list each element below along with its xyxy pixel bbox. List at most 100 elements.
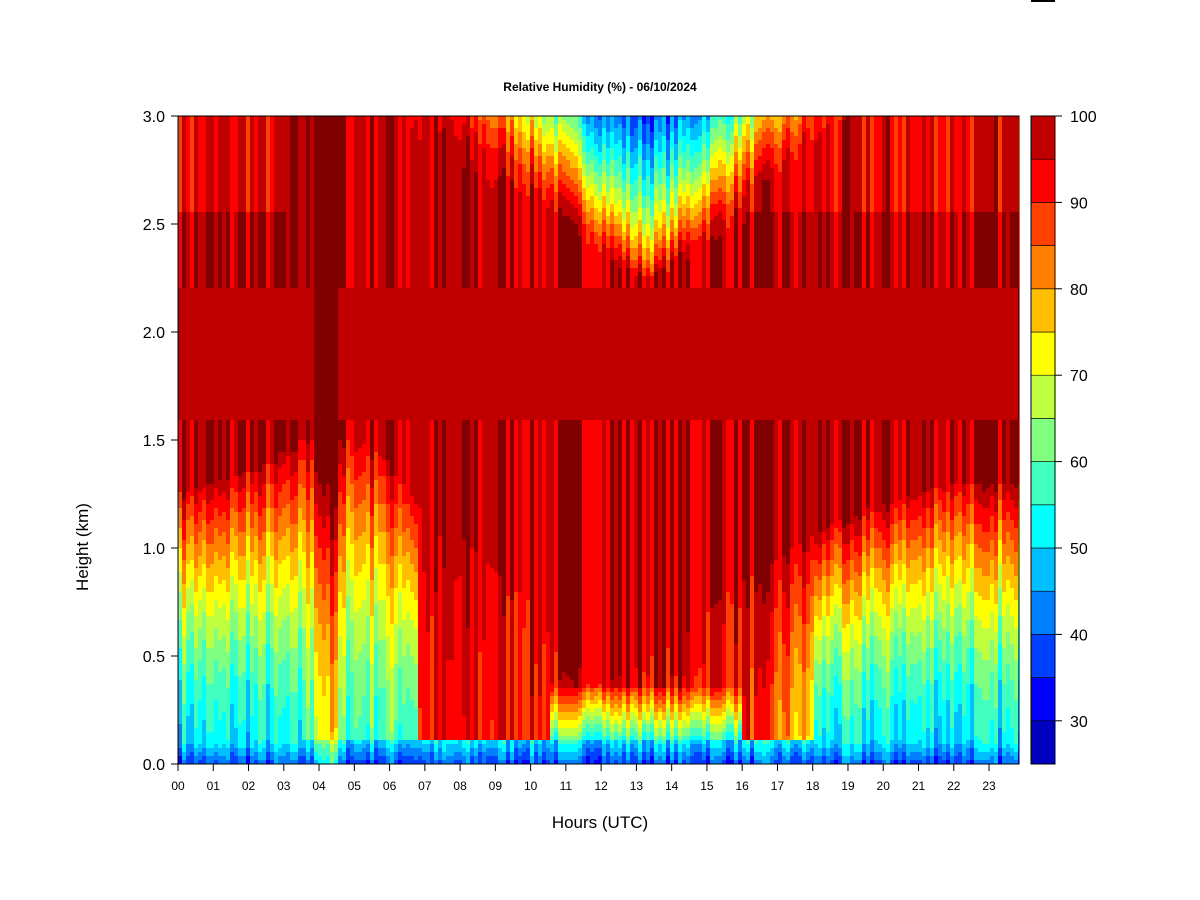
x-tick-label: 08: [453, 779, 467, 793]
heatmap-cell: [374, 288, 378, 420]
heatmap-cell: [342, 760, 346, 764]
heatmap-cell: [242, 488, 246, 508]
heatmap-cell: [474, 132, 478, 172]
heatmap-cell: [702, 736, 706, 740]
heatmap-cell: [834, 744, 838, 752]
heatmap-cell: [678, 220, 682, 232]
heatmap-cell: [714, 140, 718, 152]
heatmap-cell: [634, 748, 638, 756]
heatmap-cell: [918, 752, 922, 760]
heatmap-cell: [618, 116, 622, 124]
heatmap-cell: [394, 504, 398, 528]
heatmap-cell: [878, 760, 882, 764]
heatmap-cell: [670, 164, 674, 180]
heatmap-cell: [710, 128, 714, 144]
heatmap-cell: [990, 516, 994, 540]
heatmap-cell: [1006, 116, 1010, 492]
heatmap-cell: [550, 704, 554, 712]
heatmap-cell: [574, 740, 578, 744]
heatmap-cell: [554, 728, 558, 732]
heatmap-cell: [270, 556, 274, 584]
heatmap-cell: [302, 520, 306, 552]
heatmap-cell: [294, 608, 298, 648]
heatmap-cell: [334, 612, 338, 660]
heatmap-cell: [562, 720, 566, 728]
heatmap-cell: [882, 656, 886, 688]
heatmap-cell: [682, 728, 686, 736]
heatmap-cell: [238, 756, 242, 764]
heatmap-cell: [786, 128, 790, 148]
heatmap-cell: [214, 760, 218, 764]
heatmap-cell: [470, 128, 474, 160]
heatmap-cell: [782, 712, 786, 740]
heatmap-cell: [826, 692, 830, 732]
heatmap-cell: [822, 748, 826, 756]
heatmap-cell: [974, 484, 978, 500]
heatmap-cell: [574, 184, 578, 196]
heatmap-cell: [858, 576, 862, 596]
heatmap-cell: [358, 536, 362, 572]
heatmap-cell: [674, 688, 678, 696]
heatmap-cell: [230, 528, 234, 552]
x-tick-label: 05: [348, 779, 362, 793]
heatmap-cell: [218, 672, 222, 720]
heatmap-cell: [566, 148, 570, 160]
heatmap-cell: [474, 740, 478, 748]
heatmap-cell: [314, 760, 318, 764]
heatmap-cell: [566, 160, 570, 176]
heatmap-cell: [518, 192, 522, 592]
heatmap-cell: [974, 616, 978, 648]
heatmap-cell: [322, 640, 326, 696]
heatmap-cell: [338, 756, 342, 764]
heatmap-cell: [934, 680, 938, 728]
heatmap-cell: [370, 664, 374, 728]
heatmap-cell: [186, 588, 190, 612]
heatmap-cell: [866, 540, 870, 556]
heatmap-cell: [690, 184, 694, 196]
heatmap-cell: [638, 232, 642, 244]
heatmap-cell: [558, 688, 562, 696]
heatmap-cell: [606, 752, 610, 764]
heatmap-cell: [542, 124, 546, 136]
heatmap-cell: [790, 116, 794, 132]
heatmap-cell: [766, 128, 770, 144]
heatmap-cell: [650, 276, 654, 288]
heatmap-cell: [974, 544, 978, 568]
heatmap-cell: [202, 588, 206, 612]
heatmap-cell: [274, 508, 278, 532]
heatmap-cell: [678, 232, 682, 240]
heatmap-cell: [554, 752, 558, 760]
heatmap-cell: [398, 536, 402, 564]
heatmap-cell: [606, 728, 610, 736]
heatmap-cell: [414, 708, 418, 740]
heatmap-cell: [586, 212, 590, 224]
heatmap-cell: [974, 684, 978, 736]
heatmap-cell: [610, 708, 614, 716]
heatmap-cell: [966, 760, 970, 764]
heatmap-cell: [326, 740, 330, 744]
heatmap-cell: [622, 696, 626, 704]
heatmap-cell: [566, 728, 570, 736]
heatmap-cell: [726, 700, 730, 708]
heatmap-cell: [858, 116, 862, 212]
heatmap-cell: [926, 648, 930, 680]
heatmap-cell: [618, 740, 622, 748]
heatmap-cell: [594, 184, 598, 196]
heatmap-cell: [242, 672, 246, 720]
heatmap-cell: [502, 288, 506, 420]
heatmap-cell: [610, 176, 614, 188]
heatmap-cell: [506, 288, 510, 420]
heatmap-cell: [374, 740, 378, 748]
heatmap-cell: [558, 696, 562, 704]
heatmap-cell: [986, 628, 990, 660]
heatmap-cell: [686, 708, 690, 716]
heatmap-cell: [630, 152, 634, 168]
heatmap-cell: [614, 116, 618, 128]
heatmap-cell: [634, 756, 638, 764]
heatmap-cell: [650, 116, 654, 132]
heatmap-cell: [330, 740, 334, 744]
heatmap-cell: [910, 540, 914, 560]
heatmap-cell: [622, 208, 626, 220]
heatmap-cell: [706, 148, 710, 160]
heatmap-cell: [718, 136, 722, 148]
